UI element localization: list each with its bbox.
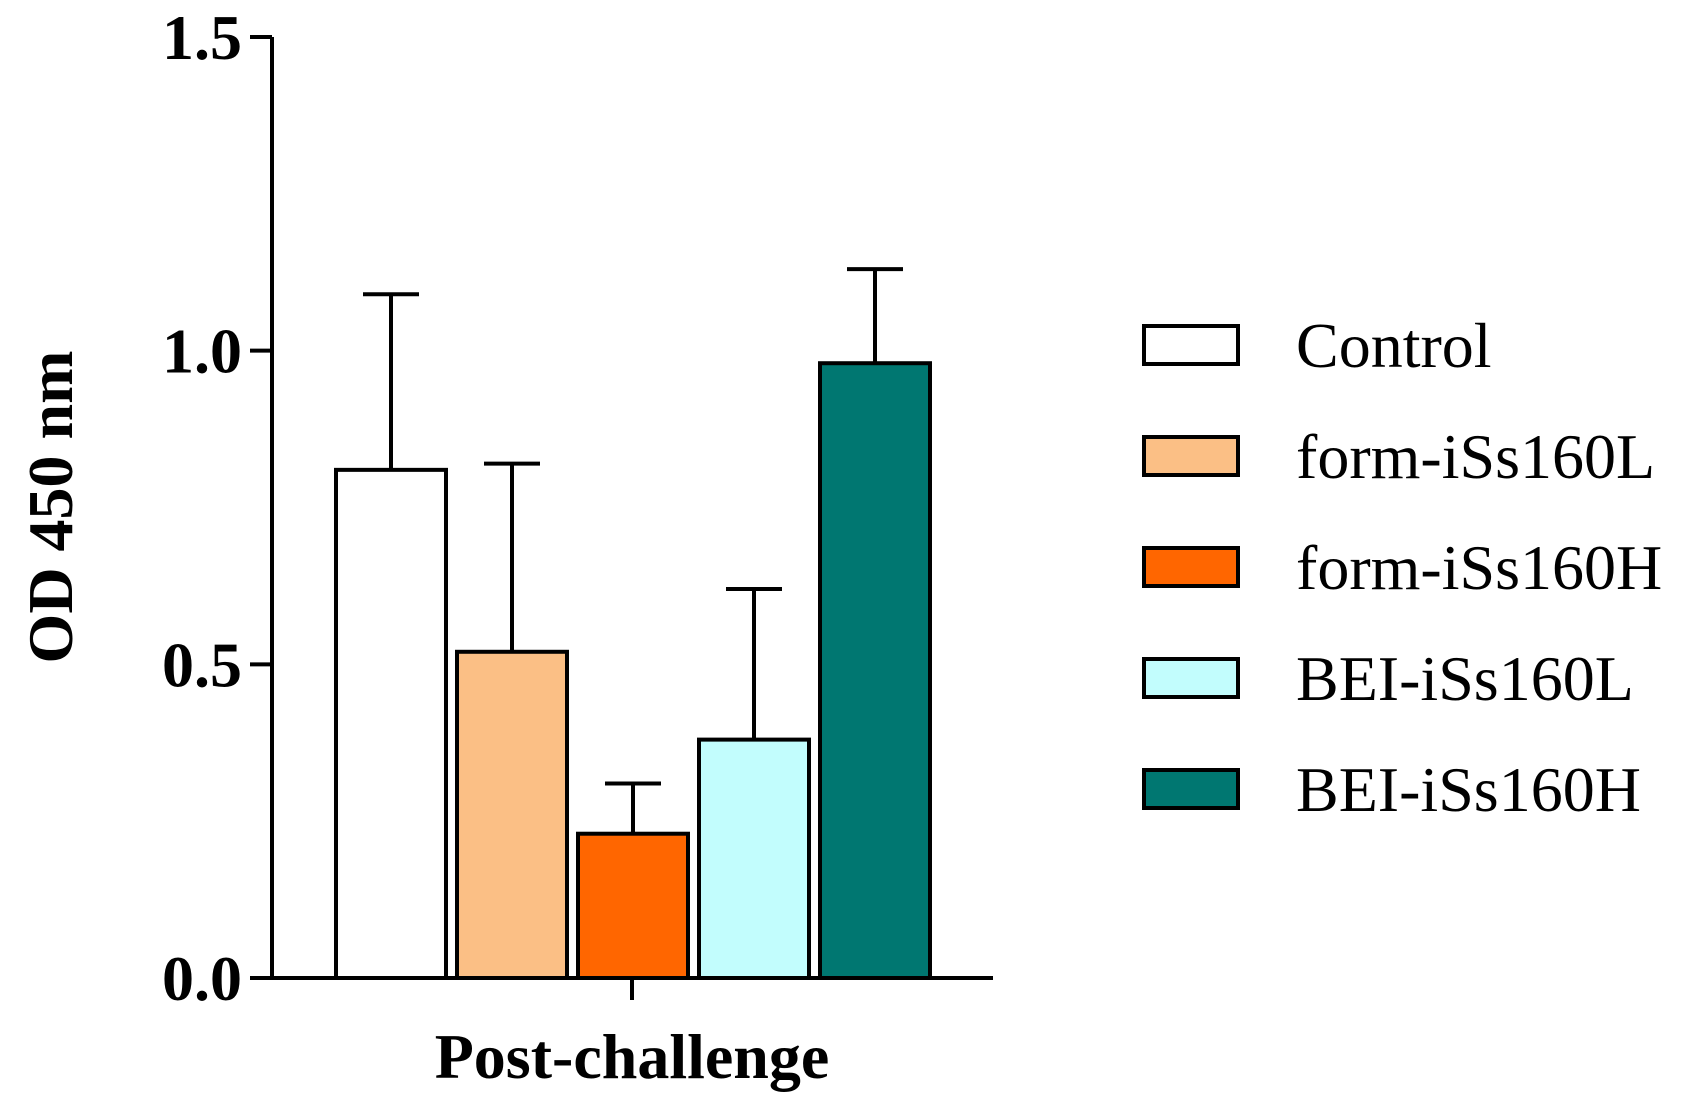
bars <box>334 361 932 981</box>
y-tick-label: 0.5 <box>162 629 242 700</box>
legend-label: BEI-iSs160H <box>1296 754 1641 825</box>
bar-BEI-iSs160H <box>818 361 932 981</box>
error-bars <box>363 267 903 834</box>
legend-swatch <box>1142 768 1240 810</box>
y-tick-label: 0.0 <box>162 943 242 1014</box>
legend-label: form-iSs160H <box>1296 532 1662 603</box>
y-ticks: 0.0 0.5 1.0 1.5 <box>162 2 272 1014</box>
x-axis-title: Post-challenge <box>435 1021 830 1092</box>
bar-BEI-iSs160L <box>697 737 811 981</box>
bar-form-iSs160L <box>455 649 569 981</box>
y-axis-title: OD 450 nm <box>15 351 86 664</box>
legend-swatch <box>1142 435 1240 477</box>
bar-form-iSs160H <box>576 831 690 980</box>
legend-swatch <box>1142 546 1240 588</box>
legend-swatch <box>1142 657 1240 699</box>
y-tick-label: 1.0 <box>162 316 242 387</box>
legend-label: Control <box>1296 310 1492 381</box>
legend-swatch <box>1142 324 1240 366</box>
y-tick-label: 1.5 <box>162 2 242 73</box>
legend: Control form-iSs160L form-iSs160H BEI-iSs16… <box>1142 310 1662 825</box>
legend-label: form-iSs160L <box>1296 421 1655 492</box>
bar-Control <box>334 467 448 980</box>
legend-label: BEI-iSs160L <box>1296 643 1634 714</box>
